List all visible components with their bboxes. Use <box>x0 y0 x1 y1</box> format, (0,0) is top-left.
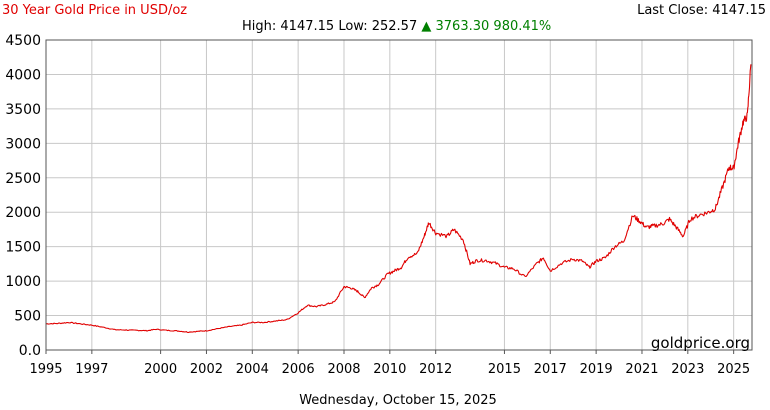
high-label: High: <box>242 19 276 34</box>
up-arrow-icon: ▲ <box>421 19 431 34</box>
x-tick-label: 2021 <box>625 362 658 377</box>
y-tick-label: 2500 <box>5 171 41 187</box>
x-tick-label: 2008 <box>327 362 360 377</box>
series-group <box>45 64 752 333</box>
change-value: 3763.30 <box>436 19 490 34</box>
y-tick-label: 500 <box>14 309 41 325</box>
stats-line: High: 4147.15 Low: 252.57 ▲ 3763.30 980.… <box>242 19 551 34</box>
low-value: 252.57 <box>372 19 418 34</box>
date-label: Wednesday, October 15, 2025 <box>299 393 497 408</box>
x-tick-label: 2012 <box>419 362 452 377</box>
high-value: 4147.15 <box>280 19 334 34</box>
watermark: goldprice.org <box>651 334 750 352</box>
y-tick-label: 3500 <box>5 102 41 118</box>
x-tick-label: 2017 <box>534 362 567 377</box>
x-tick-label: 2006 <box>282 362 315 377</box>
x-axis-tick-labels: 1995 1997 2000 2002 2004 2006 2008 2010 2012 2015… <box>29 362 750 377</box>
x-tick-label: 2015 <box>488 362 521 377</box>
x-tick-label: 2019 <box>580 362 613 377</box>
x-tick-label: 1997 <box>75 362 108 377</box>
y-tick-label: 1000 <box>5 274 41 290</box>
last-close: Last Close: 4147.15 <box>637 3 766 18</box>
y-tick-label: 4500 <box>5 33 41 49</box>
low-label: Low: <box>338 19 367 34</box>
gold-price-series-line <box>45 64 752 333</box>
change-percent: 980.41% <box>493 19 551 34</box>
y-tick-label: 4000 <box>5 67 41 83</box>
x-tick-label: 2004 <box>236 362 269 377</box>
y-tick-label: 3000 <box>5 136 41 152</box>
y-tick-label: 0.0 <box>19 343 41 359</box>
x-tick-label: 2023 <box>671 362 704 377</box>
y-axis-tick-labels: 0.0 500 1000 1500 2000 2500 3000 3500 4000 4500 <box>5 33 41 359</box>
last-close-label: Last Close: <box>637 3 708 18</box>
x-tick-label: 1995 <box>29 362 62 377</box>
plot-frame <box>45 39 753 351</box>
x-tick-label: 2002 <box>190 362 223 377</box>
x-tick-label: 2000 <box>144 362 177 377</box>
x-tick-label: 2025 <box>717 362 750 377</box>
last-close-value: 4147.15 <box>712 3 766 18</box>
y-tick-label: 1500 <box>5 240 41 256</box>
y-tick-label: 2000 <box>5 205 41 221</box>
chart-title: 30 Year Gold Price in USD/oz <box>2 3 187 18</box>
x-tick-label: 2010 <box>373 362 406 377</box>
